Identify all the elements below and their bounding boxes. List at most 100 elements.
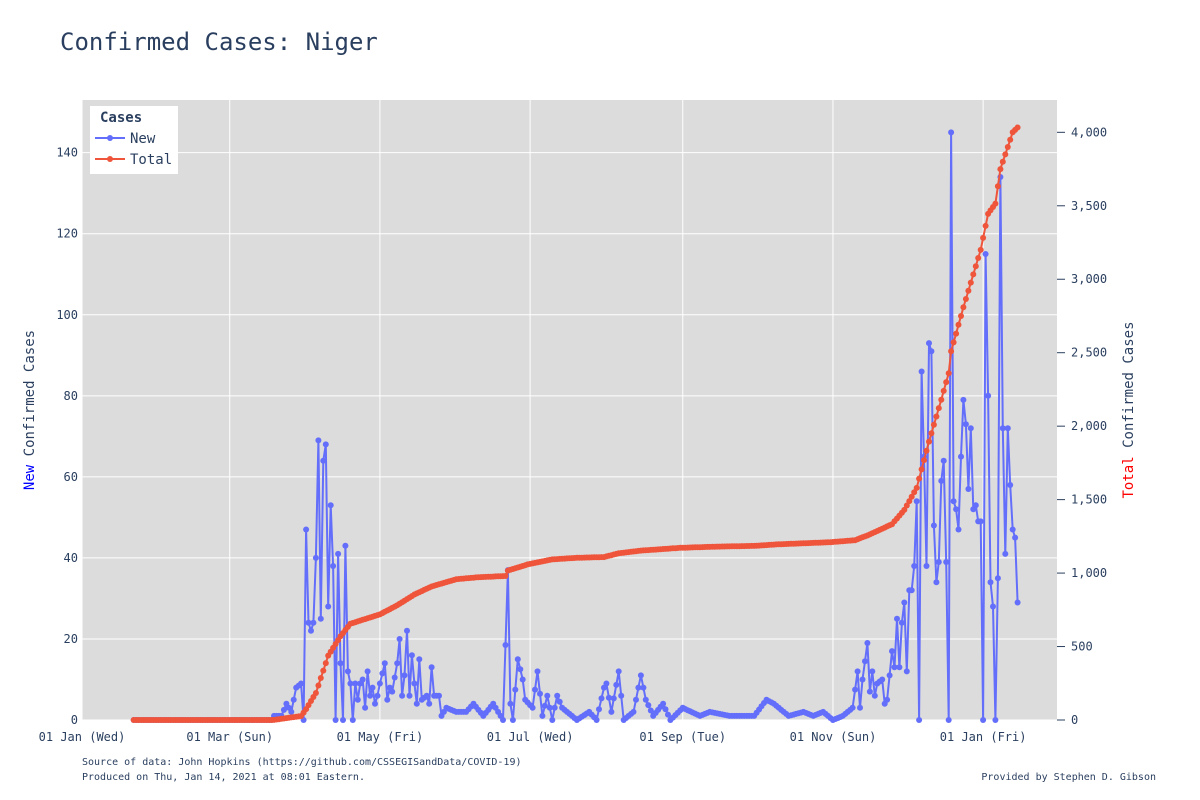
series-total-point [901, 506, 908, 513]
y-right-tick-label: 2,500 [1071, 346, 1107, 360]
series-total-point [980, 234, 987, 241]
y-axis-left-title-rest: Confirmed Cases [22, 330, 38, 465]
series-new-point [864, 640, 871, 646]
series-new-point [332, 717, 339, 723]
series-new-point [312, 554, 319, 561]
legend-total-marker [107, 156, 113, 162]
series-total [130, 124, 1021, 723]
series-total-point [940, 387, 947, 394]
legend-item-total[interactable]: Total [130, 152, 172, 168]
series-total-point [967, 279, 974, 286]
series-new-point [637, 672, 644, 679]
series-new-point [958, 453, 964, 460]
series-new-point [930, 522, 937, 529]
x-tick-label: 01 Jan (Fri) [940, 730, 1027, 744]
series-new-point [891, 664, 898, 671]
x-tick-label: 01 Jul (Wed) [487, 730, 574, 744]
series-new-point [327, 502, 334, 509]
series-new-point [546, 704, 553, 711]
series-new-point [862, 658, 868, 665]
series-new-point [1014, 599, 1021, 606]
series-new-point [408, 652, 415, 659]
series-new-point [381, 660, 388, 667]
series-total-point [960, 304, 967, 311]
x-axis: 01 Jan (Wed) 01 Mar (Sun) 01 May (Fri) 01 J… [39, 730, 1027, 744]
y-left-tick-label: 80 [64, 389, 78, 403]
y-right-tick-label: 500 [1071, 640, 1093, 654]
y-left-tick-label: 100 [56, 308, 78, 322]
y-left-tick-label: 0 [71, 713, 78, 727]
series-new-point [642, 696, 649, 703]
y-axis-right: 0 500 1,000 1,500 2,000 2,500 3,000 3,500 4,000 [1057, 125, 1107, 727]
series-new-point [990, 603, 996, 610]
x-tick-label: 01 Mar (Sun) [186, 730, 273, 744]
legend-title: Cases [100, 110, 142, 126]
series-total-point [928, 430, 935, 437]
x-tick-label: 01 Sep (Tue) [639, 730, 726, 744]
series-new-point [898, 619, 905, 626]
series-new-point [556, 698, 563, 705]
x-tick-label: 01 May (Fri) [337, 730, 424, 744]
series-new-point [953, 506, 960, 513]
series-new-point [1009, 526, 1016, 533]
series-total-point [1007, 136, 1014, 143]
series-new-point [647, 707, 654, 714]
series-new-point [871, 692, 878, 699]
series-new-point [859, 676, 866, 683]
series-new-point [665, 711, 671, 718]
y-right-tick-label: 3,500 [1071, 199, 1107, 213]
series-new-point [938, 477, 945, 484]
series-total-point [975, 255, 982, 261]
series-new-point [879, 676, 886, 683]
series-new-point [894, 615, 900, 622]
series-new-point [948, 129, 955, 136]
series-total-point [908, 493, 915, 500]
series-new-point [517, 666, 524, 673]
x-tick-label: 01 Jan (Wed) [39, 730, 126, 744]
series-total-point [965, 287, 972, 294]
series-new-point [923, 563, 930, 569]
series-total-point [945, 370, 952, 377]
y-left-tick-label: 60 [64, 470, 78, 484]
y-right-tick-label: 3,000 [1071, 272, 1107, 286]
series-new-point [977, 518, 984, 525]
series-new-point [911, 563, 918, 569]
series-total-point [994, 183, 1001, 190]
series-new-point [908, 587, 915, 594]
series-new-point [613, 681, 620, 688]
series-new-point [662, 706, 669, 713]
series-total-point [943, 379, 950, 386]
series-new-point [364, 668, 371, 675]
series-new-point [280, 706, 287, 713]
series-new-point [423, 692, 430, 699]
series-new-point [992, 717, 999, 723]
legend-item-new[interactable]: New [130, 131, 156, 147]
series-new-point [866, 688, 873, 695]
series-new-point [288, 708, 295, 715]
chart-title: Confirmed Cases: Niger [60, 28, 378, 56]
series-new-point [342, 542, 349, 549]
series-new-point [394, 660, 401, 667]
y-right-tick-label: 1,000 [1071, 566, 1107, 580]
series-new-point [1002, 550, 1009, 557]
series-new-point [913, 498, 920, 505]
series-total-point [320, 667, 327, 674]
series-new-point [916, 717, 923, 723]
series-new-point [918, 368, 925, 375]
series-new-point [344, 668, 351, 675]
series-new-point [347, 680, 354, 687]
series-new-point [896, 664, 903, 671]
plot-area [82, 100, 1057, 720]
series-new-point [980, 717, 987, 723]
series-new-point [406, 692, 413, 699]
series-new-point [962, 421, 969, 428]
series-new-point [396, 636, 403, 642]
series-total-point [962, 296, 969, 302]
series-new-point [857, 704, 863, 711]
series-total-point [906, 498, 913, 505]
series-new-point [317, 615, 324, 622]
series-new-point [507, 700, 514, 707]
series-new-point [539, 712, 546, 719]
series-new-point [852, 686, 859, 693]
